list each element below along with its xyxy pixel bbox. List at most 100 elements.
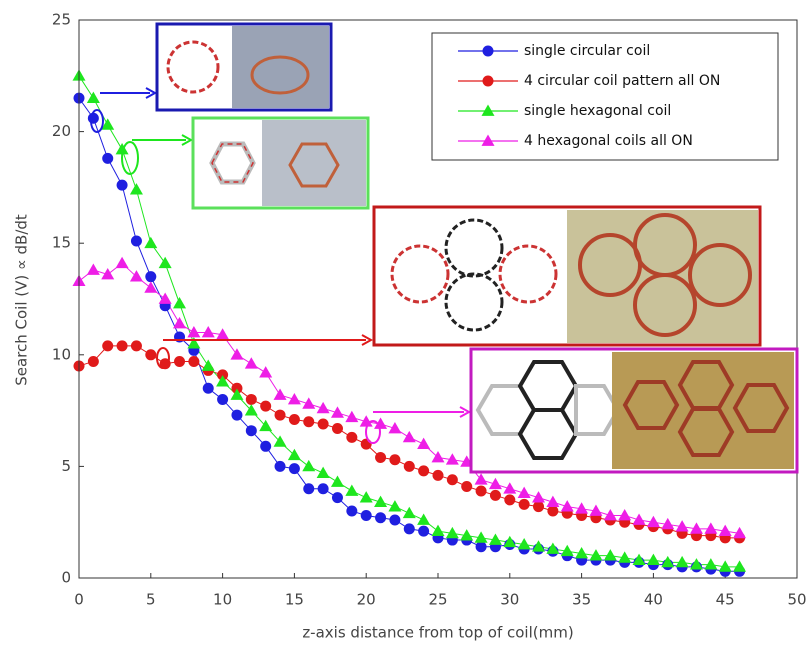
callout — [121, 141, 139, 175]
marker — [116, 179, 128, 191]
coil-drawing — [166, 40, 220, 94]
marker — [303, 416, 315, 428]
marker — [518, 498, 530, 510]
legend-marker — [482, 75, 494, 87]
coil-drawing — [444, 218, 504, 278]
marker — [274, 460, 286, 472]
marker — [689, 522, 703, 534]
x-tick-label: 50 — [787, 591, 806, 609]
legend-item: 4 circular coil pattern all ON — [458, 73, 720, 89]
plot-frame — [78, 19, 798, 579]
marker — [733, 526, 747, 539]
marker — [661, 555, 675, 568]
marker — [532, 540, 546, 552]
marker — [445, 526, 459, 539]
marker — [431, 524, 445, 537]
marker — [546, 542, 560, 554]
callout — [156, 347, 170, 369]
marker — [260, 440, 272, 452]
marker — [188, 355, 200, 367]
marker — [144, 281, 158, 293]
marker — [661, 517, 675, 530]
marker — [533, 501, 545, 513]
marker — [231, 409, 243, 421]
marker — [346, 505, 358, 517]
legend-label: 4 circular coil pattern all ON — [524, 73, 720, 89]
marker — [101, 118, 115, 130]
arrow — [132, 134, 194, 146]
marker — [102, 152, 114, 164]
marker — [360, 438, 372, 450]
marker — [287, 448, 301, 461]
insets — [90, 22, 799, 474]
marker — [273, 435, 287, 447]
marker — [618, 509, 632, 521]
coil-photo — [622, 380, 680, 430]
marker — [532, 491, 546, 503]
x-tick-label: 0 — [74, 591, 84, 609]
marker — [388, 421, 402, 434]
x-tick-label: 15 — [285, 591, 304, 609]
coil-photo — [262, 120, 366, 206]
marker — [174, 355, 186, 367]
marker — [86, 263, 100, 275]
coil-photo — [677, 407, 735, 457]
marker — [460, 529, 474, 541]
marker — [330, 475, 344, 487]
marker — [302, 397, 316, 409]
marker — [603, 549, 617, 561]
marker — [230, 348, 244, 360]
x-tick-label: 10 — [213, 591, 232, 609]
marker — [288, 463, 300, 475]
x-tick-label: 5 — [146, 591, 156, 609]
marker — [618, 551, 632, 563]
marker — [345, 484, 359, 496]
marker — [474, 473, 488, 485]
marker — [575, 502, 589, 514]
marker — [632, 513, 646, 525]
marker — [359, 491, 373, 503]
marker — [733, 560, 747, 572]
marker — [389, 454, 401, 466]
marker — [403, 460, 415, 472]
legend-label: single hexagonal coil — [524, 103, 671, 119]
marker — [560, 544, 574, 557]
marker — [517, 538, 531, 550]
marker — [547, 505, 559, 517]
marker — [446, 474, 458, 486]
legend-label: 4 hexagonal coils all ON — [524, 133, 693, 149]
marker — [231, 382, 243, 394]
marker — [330, 406, 344, 418]
marker — [546, 495, 560, 507]
arrow — [373, 406, 472, 418]
marker — [260, 400, 272, 412]
marker — [589, 504, 603, 516]
marker — [417, 513, 431, 525]
marker — [418, 465, 430, 477]
marker — [201, 325, 215, 338]
marker — [632, 553, 646, 566]
coil-photo — [250, 55, 310, 95]
marker — [646, 515, 660, 528]
marker — [389, 514, 401, 526]
marker — [375, 451, 387, 463]
marker — [402, 506, 416, 519]
marker — [589, 549, 603, 561]
marker — [474, 531, 488, 543]
marker — [87, 355, 99, 367]
marker — [116, 340, 128, 352]
callout — [365, 420, 381, 444]
marker — [646, 553, 660, 566]
legend-marker — [481, 104, 495, 116]
marker — [101, 267, 115, 280]
plot-area: 0 5 10 15 20 25 30 35 40 45 50 0 5 10 15 20 25 — [52, 11, 807, 609]
marker — [129, 183, 143, 195]
marker — [488, 477, 502, 490]
marker — [675, 520, 689, 532]
marker — [129, 270, 143, 282]
coil-drawing — [498, 244, 558, 304]
marker — [244, 404, 258, 416]
marker — [230, 388, 244, 400]
legend: single circular coil 4 circular coil patt… — [431, 32, 779, 161]
marker — [675, 555, 689, 568]
